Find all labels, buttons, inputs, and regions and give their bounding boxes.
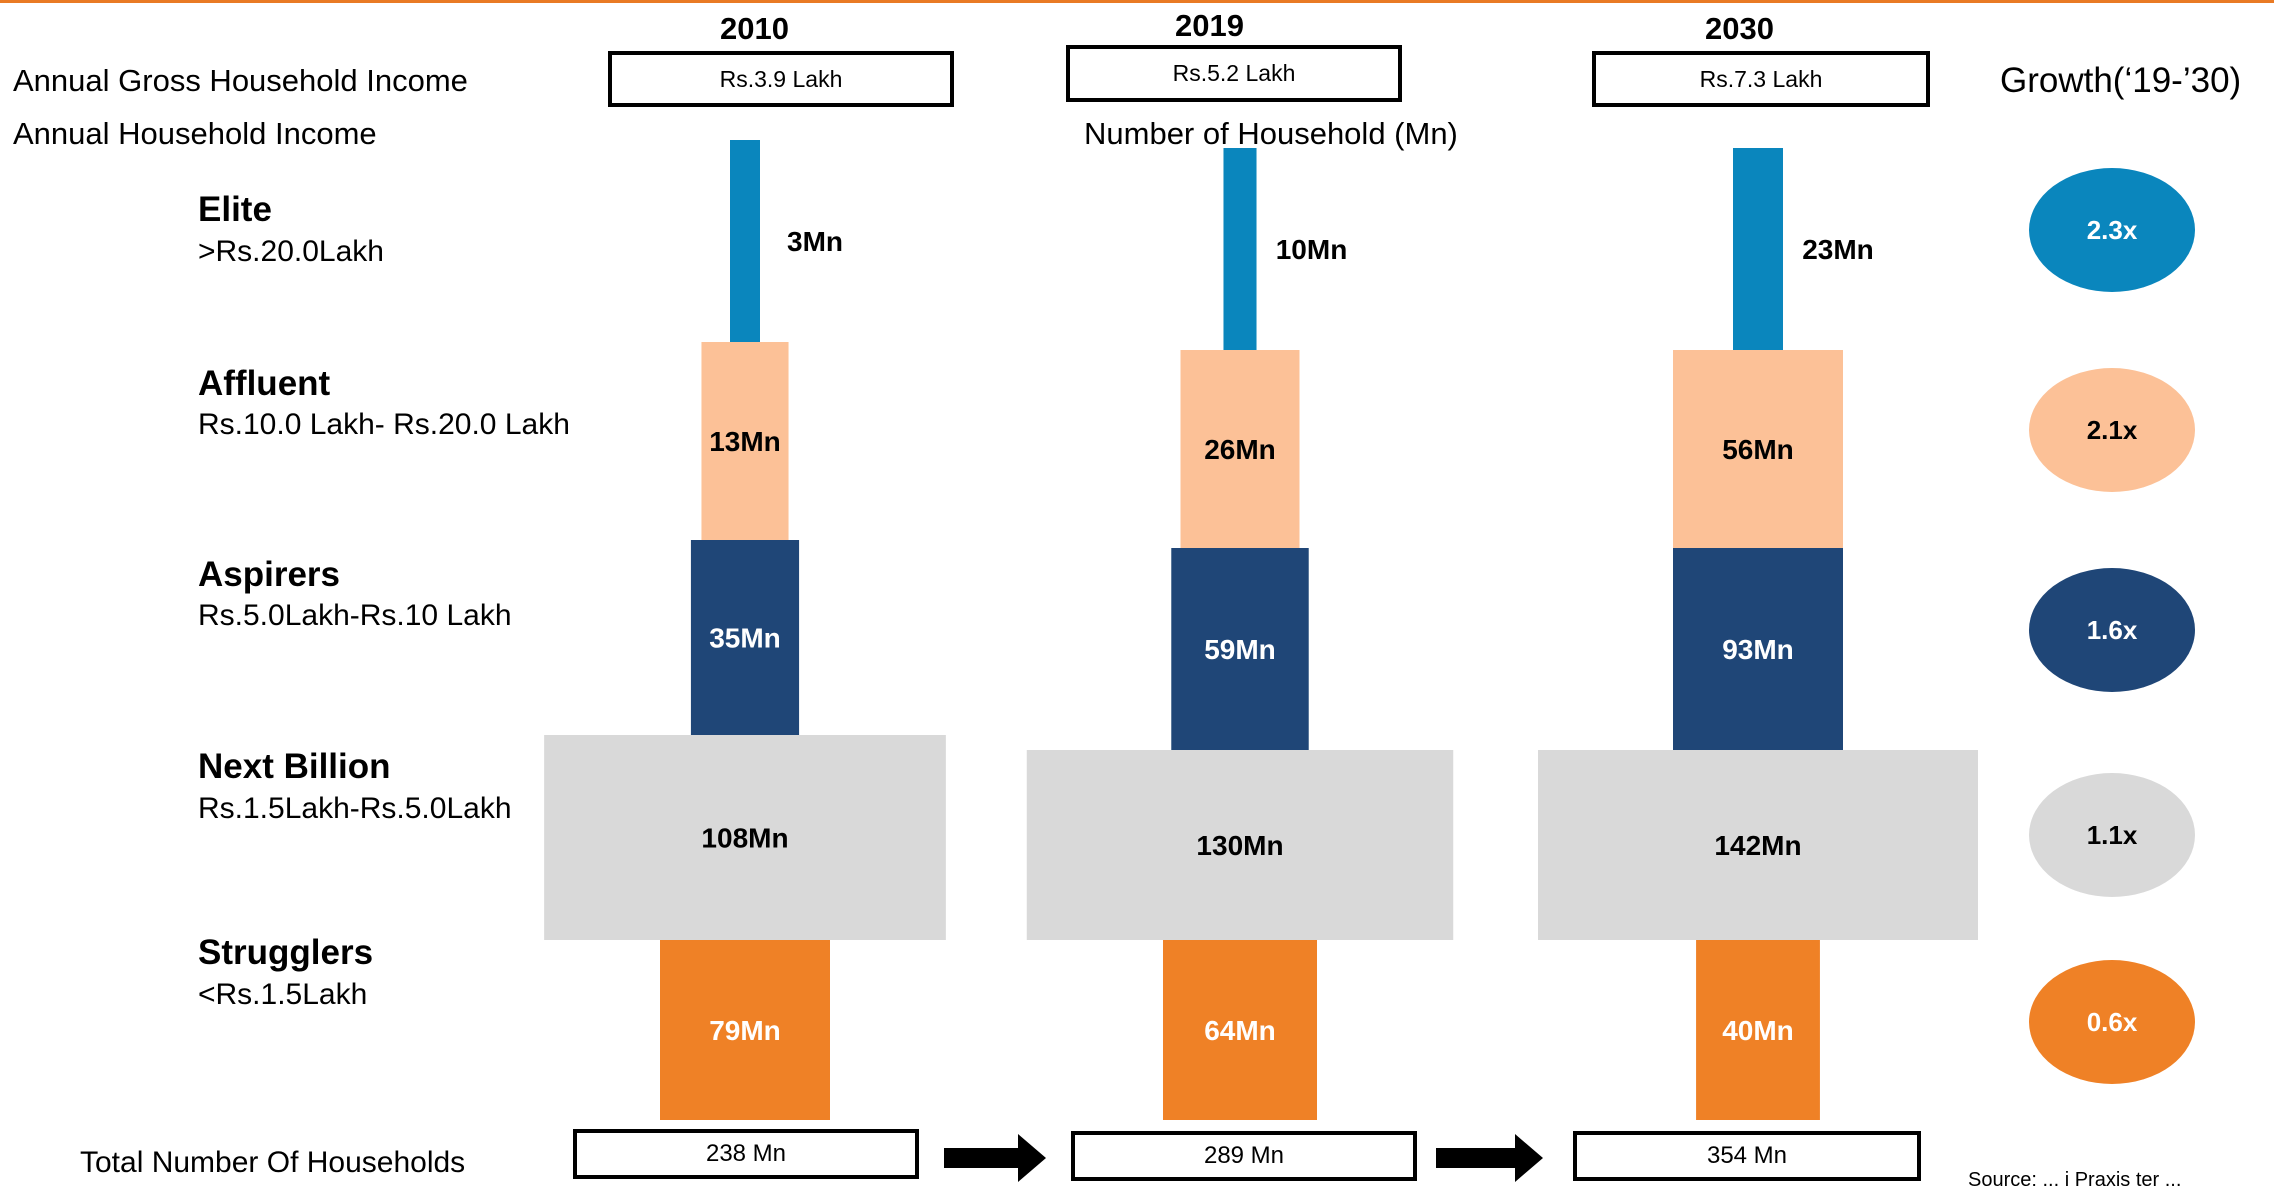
category-strugglers-name: Strugglers bbox=[198, 933, 374, 972]
growth-label-strugglers: 0.6x bbox=[2087, 1007, 2138, 1037]
growth-title: Growth(‘19-’30) bbox=[2000, 61, 2242, 100]
total-households-label: Total Number Of Households bbox=[80, 1146, 466, 1179]
bar-aspirers-2019 bbox=[1171, 548, 1309, 750]
bar-next-billion-2030 bbox=[1538, 750, 1978, 940]
bar-label-next-billion-2010: 108Mn bbox=[701, 823, 788, 854]
bar-aspirers-2010 bbox=[690, 540, 800, 735]
bar-label-aspirers-2010: 35Mn bbox=[709, 623, 781, 654]
growth-ellipse-next-billion bbox=[2029, 773, 2195, 897]
gross-income-2030: Rs.7.3 Lakh bbox=[1592, 51, 1930, 107]
bar-strugglers-2030 bbox=[1696, 940, 1820, 1120]
gross-income-2019: Rs.5.2 Lakh bbox=[1066, 45, 1402, 102]
year-2010: 2010 bbox=[720, 11, 789, 46]
bar-label-aspirers-2030: 93Mn bbox=[1722, 634, 1794, 665]
growth-label-next-billion: 1.1x bbox=[2087, 820, 2138, 850]
category-affluent-name: Affluent bbox=[198, 364, 331, 403]
category-affluent-range: Rs.10.0 Lakh- Rs.20.0 Lakh bbox=[198, 408, 570, 441]
bar-strugglers-2019 bbox=[1162, 940, 1318, 1120]
bar-affluent-2019 bbox=[1180, 350, 1300, 548]
bar-elite-2030 bbox=[1733, 148, 1783, 350]
bar-label-next-billion-2019: 130Mn bbox=[1196, 830, 1283, 861]
bar-label-affluent-2010: 13Mn bbox=[709, 426, 781, 457]
category-next-billion-range: Rs.1.5Lakh-Rs.5.0Lakh bbox=[198, 792, 512, 825]
total-households-2010: 238 Mn bbox=[573, 1129, 919, 1179]
gross-income-2010: Rs.3.9 Lakh bbox=[608, 51, 954, 107]
bar-elite-2019 bbox=[1223, 148, 1257, 350]
bar-strugglers-2010 bbox=[660, 940, 830, 1120]
gross-income-label: Annual Gross Household Income bbox=[13, 63, 468, 98]
growth-label-aspirers: 1.6x bbox=[2087, 615, 2138, 645]
household-income-label: Annual Household Income bbox=[13, 116, 377, 151]
year-2030: 2030 bbox=[1705, 11, 1774, 46]
bar-label-elite-2010: 3Mn bbox=[787, 226, 843, 257]
bar-label-strugglers-2019: 64Mn bbox=[1204, 1015, 1276, 1046]
category-elite-name: Elite bbox=[198, 190, 272, 229]
category-strugglers-range: <Rs.1.5Lakh bbox=[198, 978, 368, 1011]
source-note: Source: ... i Praxis ter ... bbox=[1968, 1169, 2182, 1191]
bar-label-next-billion-2030: 142Mn bbox=[1714, 830, 1801, 861]
category-elite-range: >Rs.20.0Lakh bbox=[198, 235, 384, 268]
total-households-2030: 354 Mn bbox=[1573, 1131, 1921, 1181]
bar-label-affluent-2030: 56Mn bbox=[1722, 434, 1794, 465]
growth-label-elite: 2.3x bbox=[2087, 215, 2138, 245]
growth-ellipse-affluent bbox=[2029, 368, 2195, 492]
bar-label-strugglers-2030: 40Mn bbox=[1722, 1015, 1794, 1046]
top-accent-line bbox=[0, 0, 2274, 3]
year-2019: 2019 bbox=[1175, 8, 1244, 43]
arrow-right-icon bbox=[1436, 1134, 1543, 1182]
category-aspirers-range: Rs.5.0Lakh-Rs.10 Lakh bbox=[198, 599, 512, 632]
category-aspirers-name: Aspirers bbox=[198, 555, 341, 594]
category-next-billion-name: Next Billion bbox=[198, 747, 391, 786]
bar-label-elite-2019: 10Mn bbox=[1276, 234, 1348, 265]
bar-affluent-2030 bbox=[1673, 350, 1843, 548]
bar-next-billion-2010 bbox=[544, 735, 946, 940]
growth-label-affluent: 2.1x bbox=[2087, 415, 2138, 445]
bar-affluent-2010 bbox=[701, 342, 789, 540]
bar-elite-2010 bbox=[730, 140, 760, 342]
bar-label-elite-2030: 23Mn bbox=[1802, 234, 1874, 265]
bar-aspirers-2030 bbox=[1673, 548, 1843, 750]
bar-label-strugglers-2010: 79Mn bbox=[709, 1015, 781, 1046]
bar-next-billion-2019 bbox=[1026, 750, 1454, 940]
bar-label-aspirers-2019: 59Mn bbox=[1204, 634, 1276, 665]
growth-ellipse-aspirers bbox=[2029, 568, 2195, 692]
total-households-2019: 289 Mn bbox=[1071, 1131, 1417, 1181]
bar-label-affluent-2019: 26Mn bbox=[1204, 434, 1276, 465]
growth-ellipse-strugglers bbox=[2029, 960, 2195, 1084]
number-of-households-label: Number of Household (Mn) bbox=[1084, 116, 1458, 151]
growth-ellipse-elite bbox=[2029, 168, 2195, 292]
arrow-right-icon bbox=[944, 1134, 1046, 1182]
